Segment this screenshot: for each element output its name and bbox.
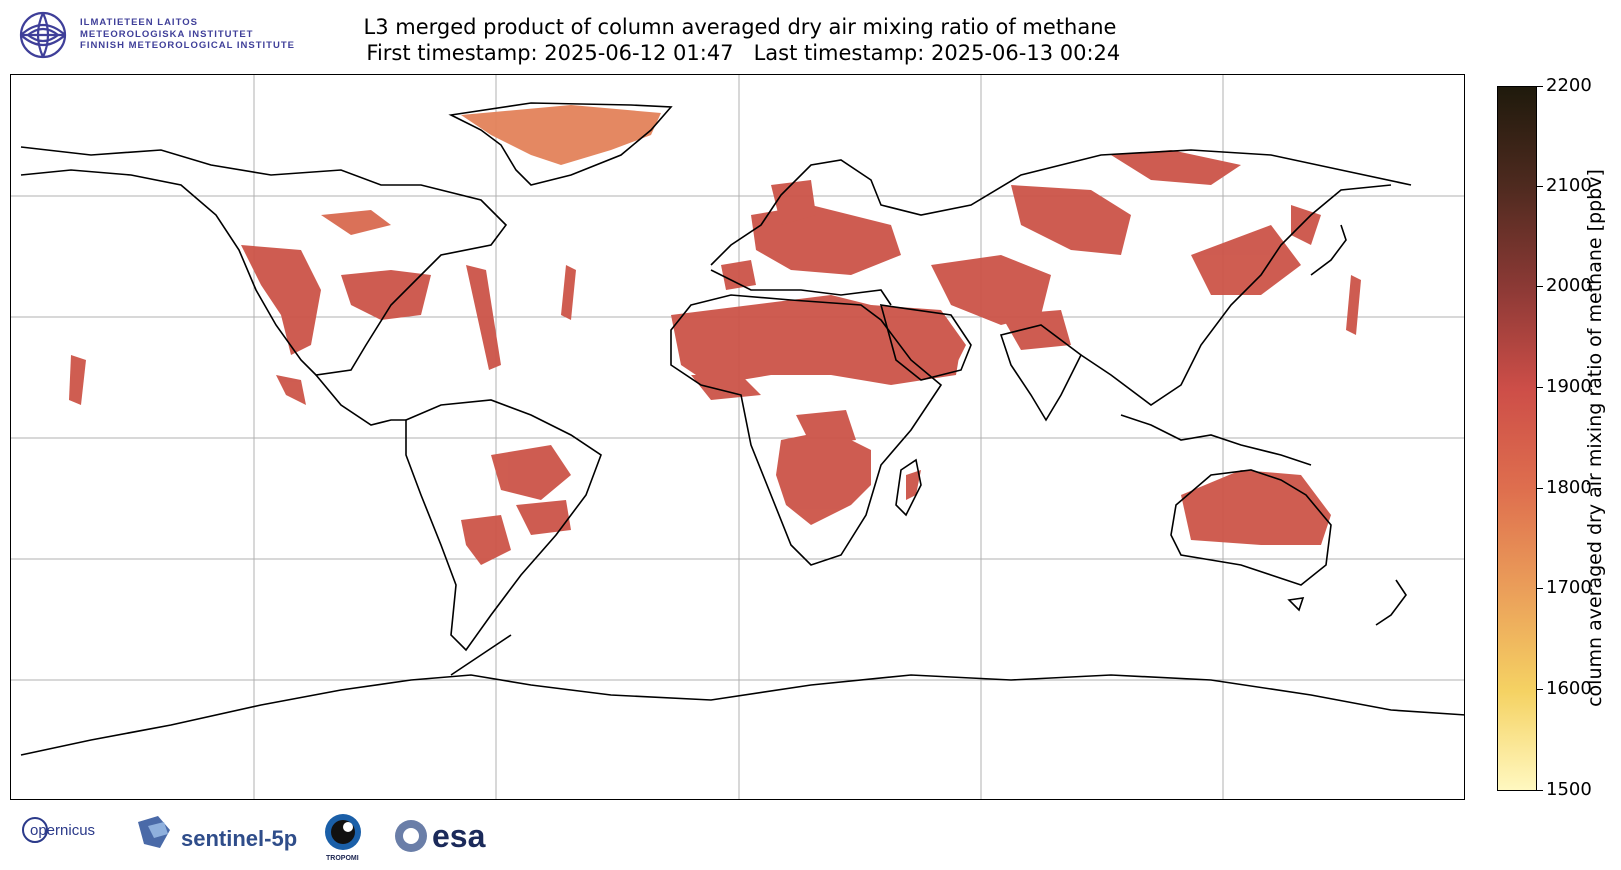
- data-spain: [721, 260, 756, 290]
- coast-east-asia: [1080, 184, 1392, 406]
- coast-new-zealand: [1375, 579, 1407, 626]
- data-usa-central: [341, 270, 431, 320]
- data-south-america: [491, 445, 571, 500]
- sentinel-logo-text: sentinel-5p: [181, 826, 298, 851]
- institute-name: ILMATIETEEN LAITOS METEOROLOGISKA INSTIT…: [80, 17, 295, 52]
- coast-greenland: [448, 102, 673, 186]
- data-middle-east: [931, 255, 1051, 325]
- esa-logo-text: esa: [432, 818, 486, 854]
- coast-north-america: [20, 146, 508, 376]
- data-sahel: [691, 375, 761, 400]
- data-east-asia: [1291, 205, 1321, 245]
- colorbar-tick-mark: [1537, 689, 1543, 690]
- colorbar-tick-mark: [1537, 790, 1543, 791]
- institute-name-fi: ILMATIETEEN LAITOS: [80, 17, 198, 28]
- coast-med: [710, 269, 892, 306]
- data-australia: [1181, 470, 1331, 545]
- colorbar-tick-label: 2200: [1546, 75, 1592, 96]
- map-canvas: [11, 75, 1464, 799]
- data-congo: [796, 410, 856, 445]
- data-iran: [1001, 310, 1071, 350]
- data-scandinavia: [771, 180, 816, 225]
- title-line-1: L3 merged product of column averaged dry…: [363, 15, 1117, 39]
- coast-se-asia-islands: [1120, 414, 1312, 466]
- map-title: L3 merged product of column averaged dry…: [300, 14, 1180, 66]
- coast-australia: [1170, 469, 1332, 586]
- colorbar: [1497, 86, 1537, 791]
- tropomi-logo-icon: [325, 814, 361, 850]
- colorbar-title: column averaged dry air mixing ratio of …: [1584, 169, 1606, 707]
- colorbar-tick-mark: [1537, 387, 1543, 388]
- data-siberia: [1111, 150, 1241, 185]
- data-usa-swath: [466, 265, 501, 370]
- coast-antarctica: [20, 674, 1464, 756]
- coast-europe: [710, 149, 1412, 266]
- colorbar-tick-label: 1600: [1546, 678, 1592, 699]
- coast-arabia: [879, 304, 972, 381]
- coastlines: [20, 102, 1464, 756]
- map-gridlines: [11, 75, 1464, 799]
- title-line-2: First timestamp: 2025-06-12 01:47 Last t…: [359, 41, 1121, 65]
- coast-central-america: [315, 374, 406, 426]
- data-canada: [321, 210, 391, 235]
- data-pacific-swath-2: [69, 355, 86, 405]
- data-central-asia: [1011, 185, 1131, 255]
- data-southern-africa: [776, 430, 871, 525]
- colorbar-tick-mark: [1537, 186, 1543, 187]
- colorbar-tick-label: 1500: [1546, 779, 1592, 800]
- coast-africa: [670, 294, 943, 566]
- colorbar-tick-label: 2000: [1546, 275, 1592, 296]
- coast-south-america: [405, 399, 602, 652]
- coast-japan: [1310, 224, 1347, 276]
- data-brazil-se: [516, 500, 571, 535]
- data-china: [1191, 225, 1301, 295]
- institute-name-en: FINNISH METEOROLOGICAL INSTITUTE: [80, 40, 295, 51]
- data-atlantic-swath: [561, 265, 576, 320]
- methane-data-layer: [69, 105, 1361, 565]
- colorbar-tick-mark: [1537, 588, 1543, 589]
- colorbar-tick-label: 2100: [1546, 175, 1592, 196]
- data-argentina: [461, 515, 511, 565]
- colorbar-tick-mark: [1537, 488, 1543, 489]
- colorbar-tick-label: 1800: [1546, 477, 1592, 498]
- fmi-logo-icon: [19, 11, 67, 59]
- data-usa-west: [241, 245, 321, 355]
- data-mexico: [276, 375, 306, 405]
- data-greenland: [461, 105, 661, 165]
- colorbar-tick-label: 1700: [1546, 577, 1592, 598]
- esa-logo-icon: [395, 820, 427, 852]
- colorbar-tick-mark: [1537, 86, 1543, 87]
- data-europe: [751, 205, 901, 275]
- colorbar-tick-mark: [1537, 286, 1543, 287]
- data-pacific-swath-1: [1346, 275, 1361, 335]
- tropomi-logo-text: TROPOMI: [326, 855, 359, 862]
- copernicus-logo-text: opernicus: [30, 822, 96, 839]
- coast-india: [999, 324, 1083, 422]
- coast-madagascar: [895, 458, 922, 517]
- coast-tasmania: [1287, 597, 1305, 612]
- institute-name-sv: METEOROLOGISKA INSTITUTET: [80, 28, 254, 40]
- world-map: [10, 74, 1465, 800]
- satellite-icon: [138, 816, 170, 848]
- coast-antarctic-peninsula: [450, 634, 512, 676]
- data-madagascar: [906, 470, 921, 500]
- copernicus-logo-icon: [22, 817, 48, 843]
- colorbar-tick-label: 1900: [1546, 376, 1592, 397]
